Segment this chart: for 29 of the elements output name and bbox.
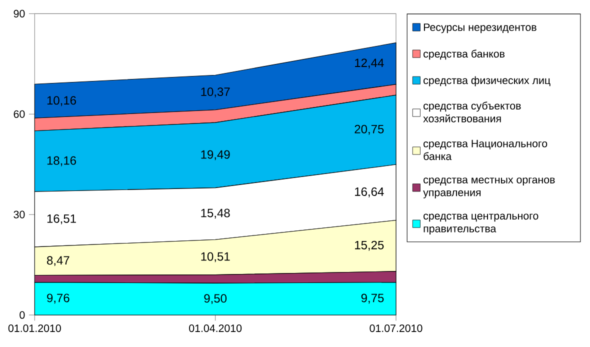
y-tick-label: 30 <box>14 210 25 218</box>
legend-label: средства физических лиц <box>424 76 550 86</box>
data-label: 15,48 <box>201 208 230 219</box>
legend-label: средства центрального правительства <box>424 214 538 234</box>
data-label: 10,37 <box>201 88 230 98</box>
legend-label: средства банков <box>424 50 505 60</box>
data-label: 19,49 <box>201 150 230 160</box>
y-tick-label: 0 <box>20 311 25 319</box>
legend-label: средства Национального банка <box>424 140 548 160</box>
data-label: 9,75 <box>361 294 384 304</box>
x-tick-label: 01.04.2010 <box>189 324 242 332</box>
legend-label: средства местных органов управления <box>423 178 555 198</box>
y-tick-label: 60 <box>14 110 25 118</box>
data-label: 18,16 <box>47 156 76 166</box>
legend-label: Ресурсы нерезидентов <box>424 24 536 34</box>
data-label: 9,76 <box>47 294 70 304</box>
data-label: 20,75 <box>354 124 384 135</box>
x-tick-label: 01.01.2010 <box>8 324 61 332</box>
data-label: 10,51 <box>201 252 230 262</box>
data-label: 9,50 <box>204 294 227 304</box>
data-label: 16,51 <box>47 214 76 224</box>
y-tick-label: 90 <box>14 10 25 18</box>
data-label: 16,64 <box>355 187 384 198</box>
data-label: 15,25 <box>355 240 384 251</box>
x-tick-label: 01.07.2010 <box>370 324 422 332</box>
data-label: 8,47 <box>47 256 70 266</box>
legend-label: средства субъектов хозяйствования <box>423 102 521 122</box>
data-label: 10,16 <box>47 96 76 106</box>
data-label: 12,44 <box>355 58 384 68</box>
